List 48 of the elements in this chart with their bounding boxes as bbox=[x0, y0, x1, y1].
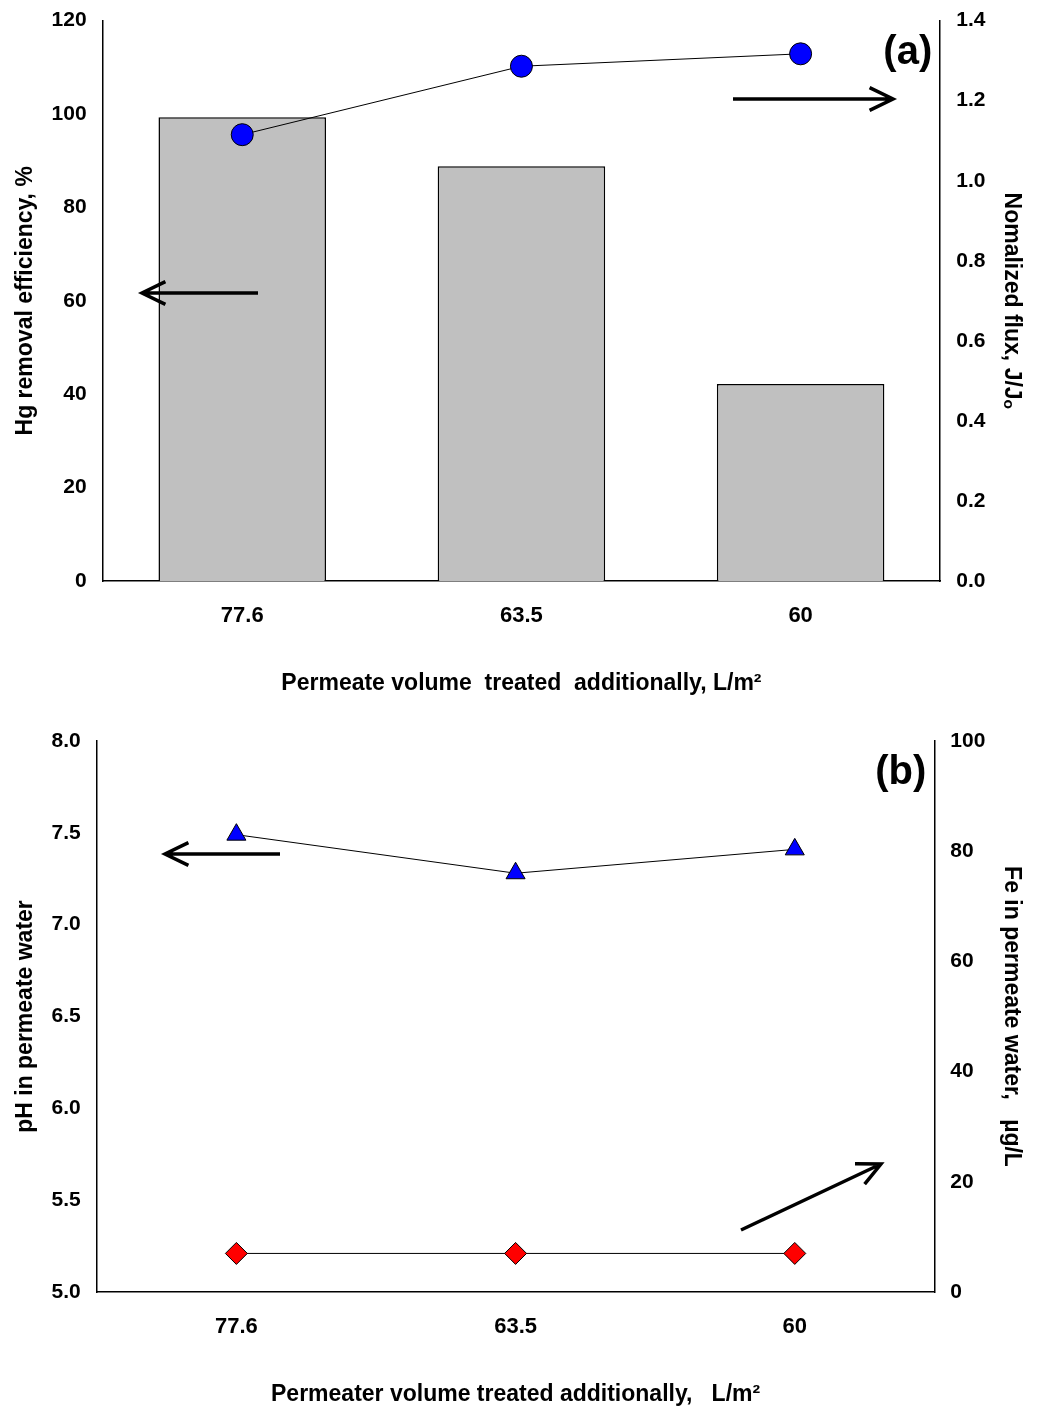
x-tick-label: 60 bbox=[782, 1313, 808, 1339]
y-tick-label: 5.0 bbox=[51, 1278, 81, 1302]
y-tick-label: 6.0 bbox=[51, 1095, 81, 1119]
y2-tick-label: 20 bbox=[950, 1168, 974, 1192]
y-tick-label: 40 bbox=[63, 381, 87, 404]
y-tick-label: 0 bbox=[74, 567, 87, 591]
x-tick-label: 77.6 bbox=[214, 1313, 258, 1339]
point bbox=[505, 861, 526, 880]
y-tick-label: 7.0 bbox=[51, 911, 81, 935]
y2-tick-label: 0.2 bbox=[956, 487, 986, 511]
y-tick-label: 60 bbox=[63, 287, 87, 311]
y-tick-label: 7.5 bbox=[51, 819, 82, 843]
y2-tick-label: 100 bbox=[950, 727, 986, 751]
annotation: (b) bbox=[875, 748, 927, 793]
y2-tick-label: 60 bbox=[950, 948, 974, 972]
y-tick-label: 100 bbox=[51, 100, 87, 124]
y2-axis-title: Fe in permeate water, µg/L bbox=[999, 866, 1026, 1167]
y2-tick-label: 0.0 bbox=[956, 567, 986, 591]
x-tick-label: 63.5 bbox=[494, 1313, 537, 1339]
y2-tick-label: 0.8 bbox=[956, 247, 986, 271]
x-axis-title: Permeate volume treated additionally, L/m² bbox=[281, 668, 762, 695]
y-tick-label: 120 bbox=[51, 7, 87, 31]
y2-axis-title: Nomalized flux, J/Jₒ bbox=[999, 192, 1026, 410]
y-tick-label: 6.5 bbox=[51, 1003, 82, 1027]
x-tick-label: 77.6 bbox=[220, 602, 264, 628]
point bbox=[226, 823, 247, 841]
y2-tick-label: 1.2 bbox=[956, 87, 986, 111]
annotation: (a) bbox=[883, 27, 933, 72]
point bbox=[784, 837, 805, 856]
y2-tick-label: 0.4 bbox=[956, 407, 986, 431]
x-tick-label: 60 bbox=[788, 602, 813, 628]
y2-tick-label: 0.6 bbox=[956, 327, 986, 351]
y-tick-label: 8.0 bbox=[51, 727, 81, 751]
y-tick-label: 80 bbox=[63, 194, 87, 218]
y2-tick-label: 0 bbox=[950, 1278, 963, 1302]
point bbox=[509, 54, 533, 78]
y2-tick-label: 40 bbox=[950, 1058, 974, 1082]
point bbox=[230, 123, 254, 147]
y-axis-title: Hg removal efficiency, % bbox=[11, 166, 38, 436]
y2-tick-label: 1.4 bbox=[956, 7, 986, 31]
y2-tick-label: 1.0 bbox=[956, 167, 986, 191]
x-tick-label: 63.5 bbox=[500, 602, 543, 628]
y-axis-title: pH in permeate water bbox=[11, 900, 38, 1133]
point bbox=[789, 42, 813, 66]
y-tick-label: 5.5 bbox=[51, 1186, 82, 1210]
y2-tick-label: 80 bbox=[950, 838, 974, 861]
y-tick-label: 20 bbox=[63, 474, 87, 498]
x-axis-title: Permeater volume treated additionally, L/m² bbox=[271, 1379, 761, 1406]
